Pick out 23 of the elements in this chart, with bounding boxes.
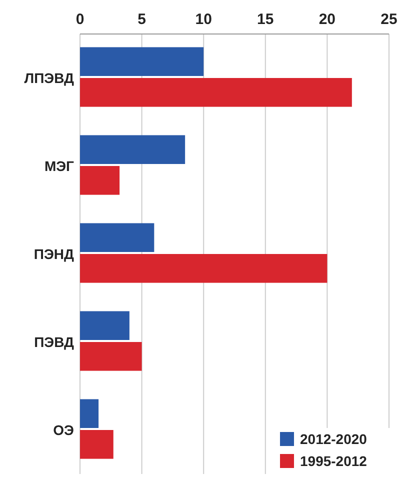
bar	[80, 166, 120, 195]
x-tick-label: 5	[138, 11, 146, 28]
x-tick-label: 15	[257, 11, 274, 28]
y-tick-label: ЛПЭВД	[24, 70, 74, 86]
y-tick-label: ПЭВД	[34, 334, 74, 350]
legend-label: 2012-2020	[300, 431, 368, 447]
x-tick-label: 10	[195, 11, 212, 28]
y-tick-label: ОЭ	[53, 422, 74, 438]
x-tick-label: 20	[318, 11, 336, 28]
legend-label: 1995-2012	[300, 453, 368, 469]
y-tick-label: ПЭНД	[34, 246, 74, 262]
bar	[80, 311, 130, 340]
bar	[80, 135, 186, 164]
bar	[80, 223, 154, 252]
bar	[80, 342, 142, 371]
bar	[80, 78, 352, 107]
y-tick-label: МЭГ	[44, 158, 74, 174]
bar	[80, 47, 204, 76]
bar	[80, 254, 328, 283]
x-tick-label: 0	[76, 11, 84, 28]
x-tick-label: 25	[380, 11, 398, 28]
bar	[80, 399, 99, 428]
bar	[80, 430, 114, 459]
